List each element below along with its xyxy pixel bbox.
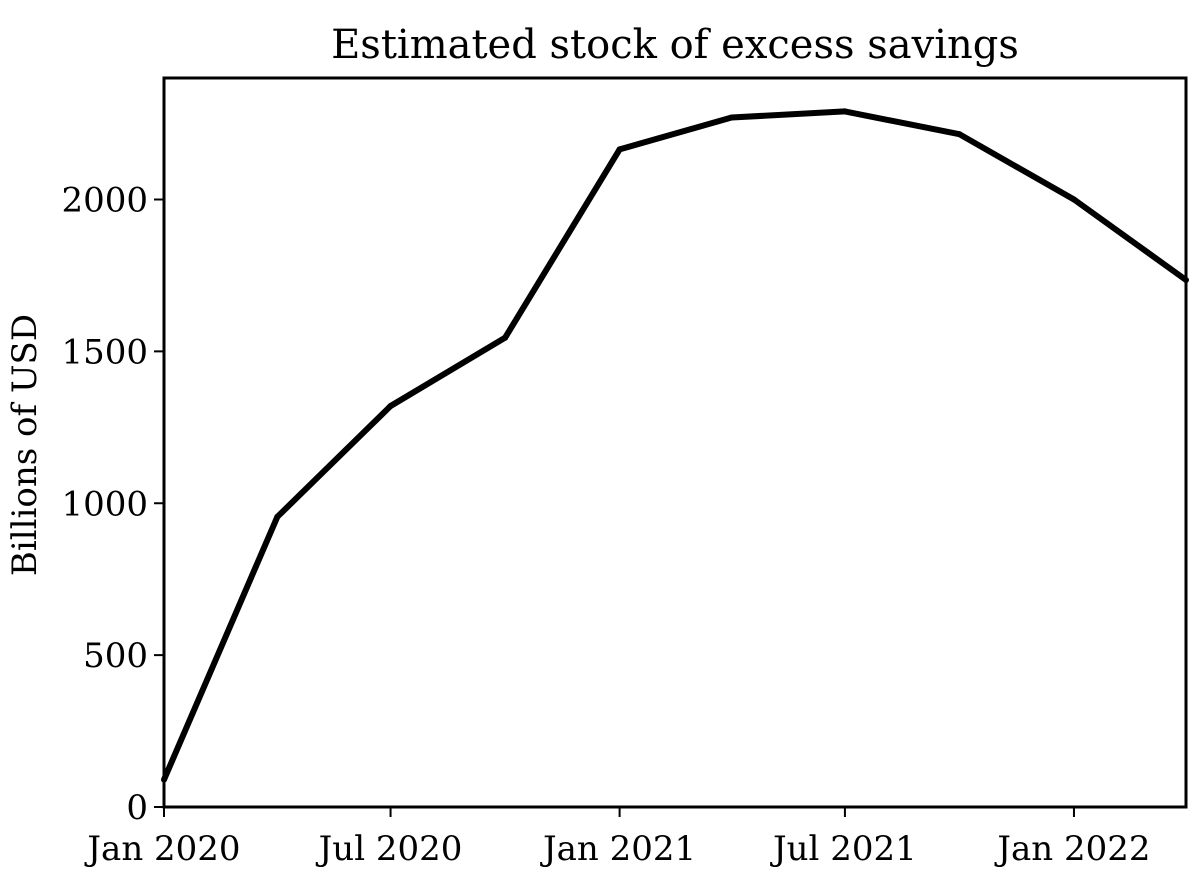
y-tick-label: 1500 bbox=[61, 332, 148, 372]
data-point bbox=[1070, 196, 1077, 203]
data-point bbox=[387, 403, 394, 410]
excess-savings-line bbox=[161, 108, 1188, 781]
x-tick-label: Jan 2020 bbox=[84, 829, 240, 869]
chart-title: Estimated stock of excess savings bbox=[331, 22, 1019, 68]
data-point bbox=[956, 131, 963, 138]
x-tick-label: Jan 2021 bbox=[540, 829, 696, 869]
x-tick-label: Jan 2022 bbox=[994, 829, 1150, 869]
x-tick-label: Jul 2020 bbox=[316, 829, 463, 869]
data-point bbox=[728, 114, 735, 121]
plot-frame bbox=[162, 76, 1188, 809]
data-point bbox=[274, 513, 281, 520]
y-tick-label: 2000 bbox=[61, 181, 148, 221]
y-axis-label: Billions of USD bbox=[5, 314, 45, 576]
data-point bbox=[841, 108, 848, 115]
data-point bbox=[502, 334, 509, 341]
x-axis: Jan 2020 Jul 2020 Jan 2021 Jul 2021 Jan 2022 bbox=[84, 807, 1151, 869]
data-point bbox=[616, 146, 623, 153]
y-tick-label: 0 bbox=[126, 788, 148, 828]
x-tick-label: Jul 2021 bbox=[770, 829, 917, 869]
y-axis: 0 500 1000 1500 2000 bbox=[61, 181, 164, 828]
y-tick-label: 500 bbox=[83, 636, 148, 676]
series-points bbox=[161, 108, 1189, 783]
y-tick-label: 1000 bbox=[61, 484, 148, 524]
